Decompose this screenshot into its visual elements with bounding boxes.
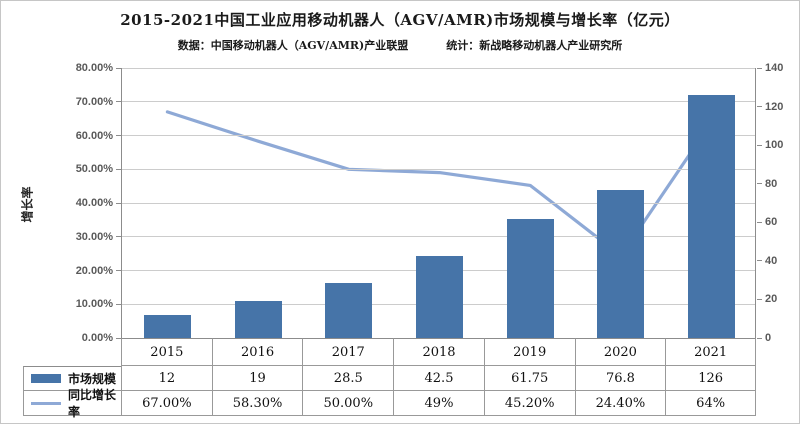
right-axis-tick-label: 60 [765, 216, 778, 229]
year-cell: 2018 [393, 338, 484, 366]
chart-subtitle: 数据：中国移动机器人（AGV/AMR)产业联盟 统计：新战略移动机器人产业研究所 [1, 37, 799, 53]
left-axis-tick [116, 236, 121, 238]
value-cell: 49% [393, 391, 484, 416]
left-axis-tick [116, 270, 121, 271]
legend-label: 市场规模 [68, 372, 117, 386]
right-axis-tick [757, 260, 762, 262]
chart-source-label: 数据：中国移动机器人（AGV/AMR)产业联盟 [177, 39, 409, 52]
right-axis-tick-label: 20 [765, 293, 778, 306]
value-cell: 58.30% [211, 391, 303, 416]
left-axis-tick [116, 67, 121, 69]
gridline [122, 67, 755, 69]
bar-2017 [325, 283, 373, 338]
year-cell: 2019 [483, 338, 575, 366]
left-axis-tick [116, 168, 121, 170]
value-cell: 50.00% [302, 391, 394, 416]
left-axis-tick-label: 40.00% [75, 197, 113, 209]
legend-cell-market-size: 市场规模 [23, 366, 121, 391]
value-cell: 45.20% [483, 391, 575, 416]
right-axis-tick [757, 183, 762, 185]
line-legend-swatch [31, 401, 61, 405]
gridline [122, 168, 755, 170]
legend-cell-growth-rate: 同比增长率 [23, 388, 121, 419]
left-axis-tick-label: 70.00% [75, 95, 113, 108]
value-cell: 19 [211, 366, 303, 391]
right-axis-tick-label: 40 [765, 254, 778, 267]
bar-2021 [688, 95, 736, 338]
right-axis-tick-label: 120 [765, 100, 784, 113]
right-axis-tick-label: 140 [765, 62, 784, 74]
plot-area [121, 67, 756, 338]
right-axis-tick [757, 221, 762, 223]
right-axis-tick-label: 0 [765, 332, 772, 344]
value-cell: 12 [121, 366, 212, 391]
left-axis-tick [116, 337, 121, 339]
value-cell: 67.00% [121, 391, 212, 416]
value-cell: 76.8 [574, 366, 666, 391]
value-cell: 24.40% [574, 391, 666, 416]
year-cell: 2021 [665, 338, 756, 366]
gridline [122, 202, 755, 204]
right-axis-tick [757, 67, 762, 69]
value-cell: 64% [665, 391, 756, 416]
right-axis-tick-label: 100 [765, 139, 784, 152]
right-axis-tick [757, 106, 762, 108]
left-axis-tick [116, 303, 121, 305]
bar-2020 [597, 189, 645, 338]
left-axis-tick-label: 30.00% [75, 230, 113, 243]
left-axis-tick-label: 10.00% [75, 298, 113, 311]
left-axis-tick [116, 101, 121, 103]
value-cell: 42.5 [393, 366, 484, 391]
bar-2019 [506, 218, 554, 338]
legend-label: 同比增长率 [68, 388, 117, 419]
left-axis-tick-label: 0.00% [81, 332, 113, 344]
left-axis-tick-label: 80.00% [75, 62, 113, 74]
year-cell: 2015 [121, 338, 212, 366]
bar-2016 [234, 301, 282, 338]
value-cell: 61.75 [483, 366, 575, 391]
right-axis-tick [757, 144, 762, 146]
bar-2018 [416, 256, 463, 338]
right-axis-tick-label: 80 [765, 177, 778, 190]
chart-stats-label: 统计：新战略移动机器人产业研究所 [446, 39, 623, 52]
value-cell: 126 [665, 366, 756, 391]
year-cell: 2020 [574, 338, 666, 366]
year-cell: 2016 [211, 338, 303, 366]
left-axis-tick-label: 20.00% [75, 264, 113, 277]
left-axis-tick-label: 50.00% [75, 163, 113, 176]
left-axis-tick [116, 202, 121, 204]
year-cell: 2017 [302, 338, 394, 366]
right-axis-tick [757, 337, 762, 339]
bar-2015 [143, 314, 191, 338]
gridline [122, 135, 755, 136]
gridline [122, 101, 755, 103]
left-axis-tick [116, 135, 121, 136]
chart-title: 2015-2021中国工业应用移动机器人（AGV/AMR)市场规模与增长率（亿元… [120, 11, 680, 29]
right-axis-tick [757, 298, 762, 300]
y-axis-title: 增长率 [20, 186, 35, 223]
left-axis-tick-label: 60.00% [75, 129, 113, 142]
gridline [122, 236, 755, 238]
value-cell: 28.5 [302, 366, 394, 391]
bar-legend-swatch [31, 374, 61, 383]
